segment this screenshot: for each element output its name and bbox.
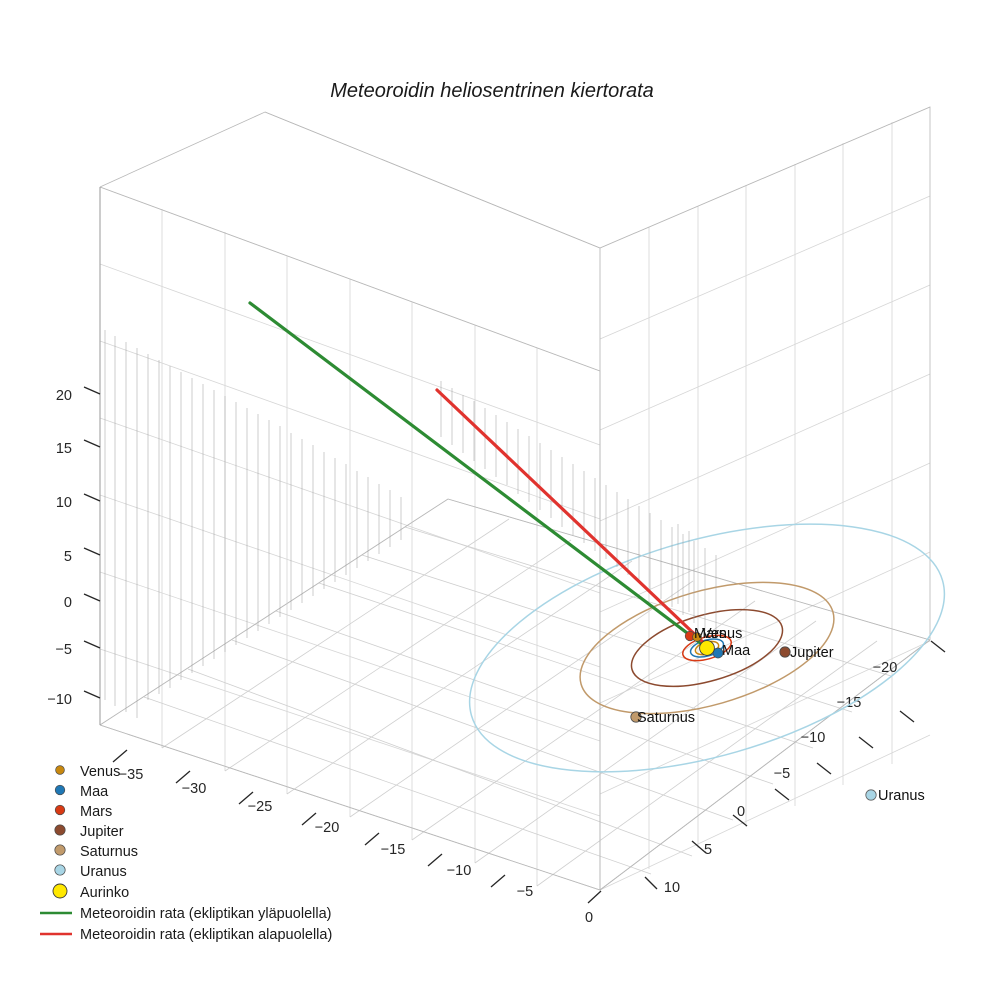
- orbit-maa: [689, 638, 725, 658]
- x-tick-label-1: −30: [182, 781, 207, 797]
- orbit-saturnus: [579, 581, 835, 715]
- body-annotations: Mars Venus Maa Jupiter Saturnus Uranus: [637, 626, 925, 804]
- x-tick-label-7: 0: [585, 910, 593, 926]
- trajectory-droplines: [440, 381, 717, 639]
- x-tick-label-2: −25: [248, 799, 273, 815]
- z-tick-label-5: −5: [55, 642, 72, 658]
- legend-label-maa: Maa: [80, 784, 109, 800]
- z-tick-label-6: −10: [47, 692, 72, 708]
- legend-label-mars: Mars: [80, 804, 112, 820]
- x-tick-label-5: −10: [447, 863, 472, 879]
- legend-item-venus[interactable]: Venus: [55, 764, 121, 780]
- annotation-saturnus: Saturnus: [637, 710, 695, 726]
- z-tick-label-3: 5: [64, 549, 72, 565]
- y-tick-label-0: 0: [737, 804, 745, 820]
- legend-label-above-ecliptic: Meteoroidin rata (ekliptikan yläpuolella…: [80, 906, 331, 922]
- marker-jupiter[interactable]: [779, 646, 791, 658]
- body-markers: [630, 630, 877, 801]
- marker-aurinko[interactable]: [699, 640, 715, 656]
- legend-item-trajectory-below[interactable]: Meteoroidin rata (ekliptikan alapuolella…: [40, 927, 332, 943]
- orbits: [468, 523, 946, 773]
- z-tick-label-1: 15: [56, 441, 72, 457]
- y-tick-label-m20: −20: [873, 660, 898, 676]
- legend-item-saturnus[interactable]: Saturnus: [54, 844, 138, 860]
- x-tick-label-6: −5: [517, 884, 534, 900]
- x-tick-label-3: −20: [315, 820, 340, 836]
- legend-marker-venus: [55, 765, 65, 775]
- z-axis: 20 15 10 5 0 −5 −10: [47, 187, 101, 725]
- orbit-mars: [682, 634, 732, 662]
- legend-item-mars[interactable]: Mars: [54, 804, 112, 820]
- y-tick-label-m15: −15: [837, 695, 862, 711]
- y-tickmarks: [644, 640, 946, 890]
- marker-saturnus[interactable]: [630, 711, 642, 723]
- marker-uranus[interactable]: [865, 789, 877, 801]
- z-tick-label-2: 10: [56, 495, 72, 511]
- x-tickmarks: [112, 749, 602, 904]
- legend-label-below-ecliptic: Meteoroidin rata (ekliptikan alapuolella…: [80, 927, 332, 943]
- legend-label-jupiter: Jupiter: [80, 824, 124, 840]
- floor-droplines-left: [104, 330, 402, 718]
- orbit-jupiter: [630, 608, 784, 688]
- legend-item-jupiter[interactable]: Jupiter: [54, 824, 124, 840]
- x-tick-label-0: −35: [119, 767, 144, 783]
- y-tick-label-m5: −5: [774, 766, 791, 782]
- annotation-venus: Venus: [702, 626, 742, 642]
- y-tick-label-5: 5: [704, 842, 712, 858]
- legend-marker-jupiter: [54, 824, 66, 836]
- trajectory-below-ecliptic: [435, 388, 708, 647]
- legend-label-saturnus: Saturnus: [80, 844, 138, 860]
- legend-item-uranus[interactable]: Uranus: [54, 864, 127, 880]
- legend: Venus Maa Mars Jupiter Saturnus Uranus: [40, 764, 332, 943]
- z-tick-label-4: 0: [64, 595, 72, 611]
- z-tickmarks: [83, 386, 101, 699]
- legend-marker-aurinko: [52, 883, 68, 899]
- annotation-uranus: Uranus: [878, 788, 925, 804]
- orbit-uranus: [468, 523, 946, 773]
- axes-panes: [100, 112, 930, 890]
- marker-venus[interactable]: [692, 632, 702, 642]
- legend-item-maa[interactable]: Maa: [54, 784, 109, 800]
- y-axis: 10 5 0 −5 −10 −15 −20: [644, 640, 946, 896]
- x-tick-label-4: −15: [381, 842, 406, 858]
- z-tick-label-0: 20: [56, 388, 72, 404]
- y-tick-label-m10: −10: [801, 730, 826, 746]
- legend-marker-uranus: [54, 864, 66, 876]
- legend-item-trajectory-above[interactable]: Meteoroidin rata (ekliptikan yläpuolella…: [40, 906, 331, 922]
- legend-marker-mars: [54, 804, 66, 816]
- legend-item-aurinko[interactable]: Aurinko: [52, 883, 129, 901]
- page-title: Meteoroidin heliosentrinen kiertorata: [330, 80, 654, 102]
- x-axis: −35 −30 −25 −20 −15 −10 −5 0: [112, 749, 602, 926]
- legend-marker-maa: [54, 784, 66, 796]
- y-tick-label-10: 10: [664, 880, 680, 896]
- annotation-mars: Mars: [694, 626, 726, 642]
- legend-label-aurinko: Aurinko: [80, 885, 129, 901]
- annotation-jupiter: Jupiter: [790, 645, 834, 661]
- legend-label-venus: Venus: [80, 764, 120, 780]
- legend-label-uranus: Uranus: [80, 864, 127, 880]
- legend-marker-saturnus: [54, 844, 66, 856]
- trajectory-above-ecliptic: [248, 301, 705, 647]
- annotation-maa: Maa: [722, 643, 751, 659]
- axes-box-edges: [99, 106, 931, 891]
